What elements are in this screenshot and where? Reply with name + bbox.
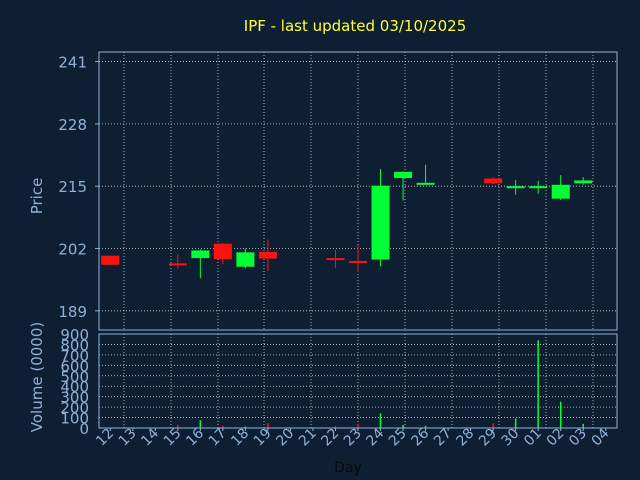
- volume-frame: [98, 333, 618, 429]
- price-y-tick-label: 189: [58, 303, 87, 321]
- price-panel: 189 202 215 228 241 Price: [28, 51, 618, 331]
- price-y-tick-label: 215: [58, 178, 87, 196]
- x-tick-label: 26: [408, 425, 432, 449]
- volume-y-tick-label: 400: [60, 378, 89, 396]
- volume-y-tick-label: 700: [60, 347, 89, 365]
- x-tick-label: 14: [138, 425, 162, 449]
- volume-bar: [222, 425, 224, 428]
- candle-body: [574, 180, 593, 184]
- candle-body: [236, 252, 255, 267]
- candle-body: [484, 178, 503, 184]
- candle-body: [101, 255, 120, 265]
- x-tick-label: 01: [521, 426, 545, 450]
- candle-body: [394, 171, 413, 179]
- price-y-tick-label: 202: [58, 241, 87, 259]
- volume-y-tick-label: 800: [60, 336, 89, 354]
- volume-bar: [267, 423, 269, 428]
- volume-y-tick-label: 600: [60, 357, 89, 375]
- candle-body: [213, 243, 232, 260]
- x-tick-label: 30: [499, 426, 523, 450]
- x-tick-label: 13: [116, 426, 140, 450]
- x-tick-label: 17: [206, 426, 230, 450]
- x-axis-ticks: 1213141516171819202122232425262728293001…: [93, 425, 612, 449]
- volume-bar: [334, 425, 337, 428]
- volume-bar: [537, 340, 539, 428]
- candle-body: [371, 185, 390, 260]
- x-tick-label: 22: [318, 426, 342, 450]
- price-frame: [98, 51, 618, 331]
- x-tick-label: 19: [251, 426, 275, 450]
- volume-bar: [559, 401, 562, 428]
- x-tick-label: 23: [341, 426, 365, 450]
- volume-bar: [199, 420, 202, 428]
- candle-body: [506, 186, 525, 189]
- volume-bar: [514, 418, 517, 428]
- x-tick-label: 03: [566, 426, 590, 450]
- volume-bar: [424, 425, 427, 428]
- volume-bar: [402, 424, 404, 428]
- price-y-ticks: 189 202 215 228 241: [58, 54, 99, 321]
- chart-title: IPF - last updated 03/10/2025: [244, 17, 466, 35]
- x-tick-label: 21: [296, 426, 320, 450]
- x-tick-label: 16: [183, 425, 207, 449]
- candle-body: [348, 260, 368, 263]
- volume-grid: [99, 333, 617, 429]
- price-y-axis-label: Price: [28, 178, 46, 215]
- volume-bar: [492, 423, 494, 428]
- x-tick-label: 24: [363, 425, 387, 449]
- x-tick-label: 20: [273, 426, 297, 450]
- x-tick-label: 29: [476, 426, 500, 450]
- volume-y-tick-label: 200: [60, 399, 89, 417]
- x-tick-label: 25: [386, 426, 410, 450]
- volume-y-tick-label: 900: [60, 326, 89, 344]
- candle-body: [551, 184, 570, 199]
- volume-y-tick-label: 300: [60, 389, 89, 407]
- volume-y-axis-label: Volume (0000): [28, 322, 46, 432]
- volume-bar: [379, 413, 382, 428]
- x-tick-label: 18: [228, 426, 252, 450]
- x-tick-label: 04: [589, 425, 613, 449]
- volume-bar: [177, 424, 179, 428]
- price-y-tick-label: 228: [58, 116, 87, 134]
- candle-body: [258, 251, 277, 259]
- price-grid: [99, 52, 617, 330]
- candle-body: [529, 186, 548, 189]
- x-tick-label: 02: [544, 426, 568, 450]
- x-tick-label: 28: [454, 426, 478, 450]
- candle-body: [191, 250, 210, 259]
- x-axis-label: Day: [334, 460, 362, 476]
- volume-bar: [357, 423, 359, 428]
- volume-y-tick-label: 100: [60, 410, 89, 428]
- x-tick-label: 15: [161, 426, 185, 450]
- volume-y-tick-label: 0: [79, 420, 89, 438]
- volume-bars: [177, 340, 584, 428]
- candle-body: [416, 182, 435, 185]
- candle-body: [168, 263, 187, 266]
- x-tick-label: 12: [93, 426, 117, 450]
- volume-bar: [582, 423, 584, 428]
- price-candles: [101, 164, 593, 279]
- candle-body: [326, 258, 345, 261]
- price-y-tick-label: 241: [58, 54, 87, 72]
- volume-bar: [244, 426, 247, 428]
- volume-y-tick-label: 500: [60, 368, 89, 386]
- x-tick-label: 27: [431, 426, 455, 450]
